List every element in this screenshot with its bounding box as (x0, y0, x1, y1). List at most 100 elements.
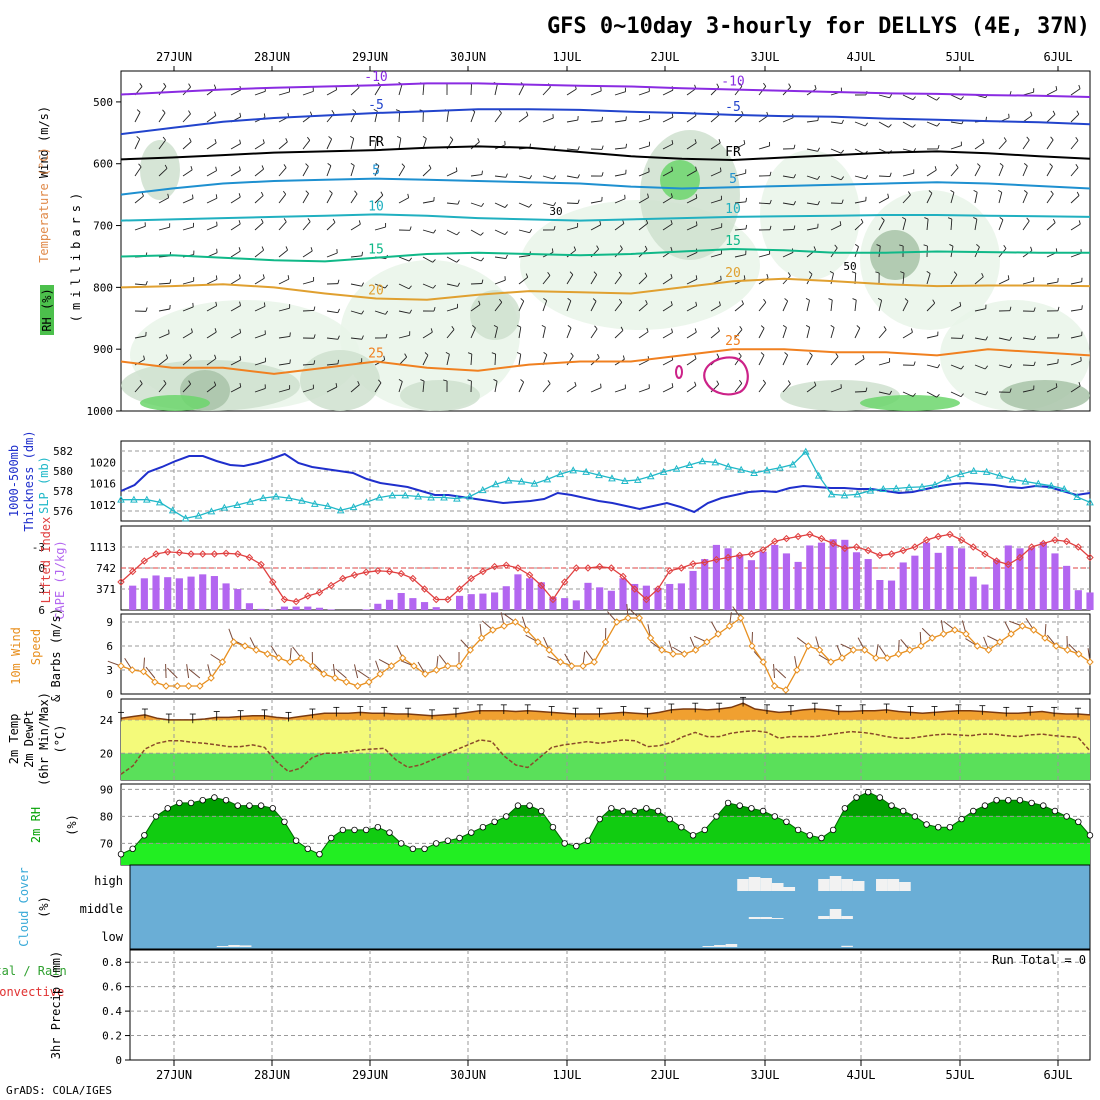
wind-barb-flag (828, 298, 833, 301)
rh-point (304, 845, 311, 852)
wind-barb (710, 253, 722, 258)
slp-point (827, 490, 836, 498)
wind-barb (998, 364, 1010, 369)
cape-bar (1086, 592, 1094, 610)
wind-barb-flag (805, 324, 810, 328)
wind-barb-flag (1007, 275, 1010, 280)
slp-point (285, 494, 293, 502)
rh-point (526, 802, 533, 809)
li-point (269, 578, 277, 586)
pressure-tick-label: 800 (93, 281, 113, 294)
wind-barb-flag (445, 351, 450, 355)
wind-barb-flag (541, 324, 546, 328)
cape-bar (1039, 542, 1047, 610)
wind-barb-flag (529, 175, 533, 180)
wind-barb (662, 277, 673, 285)
wind-barb (638, 197, 649, 204)
wind-barb-flag (350, 162, 355, 166)
wind-barb (854, 222, 864, 231)
wind-barb-flag (328, 136, 332, 140)
ylabel-cloud-pct: (%) (37, 896, 51, 918)
wind-barb-flag (1023, 163, 1028, 167)
wind-barb (374, 165, 380, 177)
wind-barb-flag (1003, 137, 1007, 142)
wind-barb (734, 303, 744, 312)
wind-barb (326, 89, 337, 96)
wind10m-marks: 0 3 6 9 (106, 604, 1094, 701)
cloud-cover-marks: high middle low (80, 874, 911, 947)
wind-barb (230, 143, 241, 150)
wind-speed-point (331, 674, 339, 682)
wind-barb (926, 169, 937, 177)
wind-barb (302, 280, 314, 285)
wind-barb (356, 669, 370, 679)
wind-barb (542, 117, 554, 123)
wind-barb (734, 143, 746, 150)
wind-barb (998, 140, 1007, 150)
cape-bar (234, 589, 242, 610)
rh-point (538, 807, 545, 815)
li-point (1062, 537, 1071, 546)
wind-barb (446, 283, 458, 287)
wind-barb (350, 255, 362, 258)
wind-speed-point (579, 662, 587, 670)
cape-bar (327, 609, 335, 610)
cape-bar (607, 590, 615, 610)
wind-barb (1046, 281, 1058, 285)
wind-barb (902, 121, 913, 128)
rh-point (900, 807, 907, 815)
wind-barb-flag (432, 259, 436, 263)
wind-barb (1046, 139, 1054, 150)
rh-point (783, 818, 790, 825)
wind-barb-flag (282, 190, 287, 195)
wind-barb (830, 148, 842, 154)
wind-speed-point (534, 638, 542, 646)
wind-barb-flag (936, 122, 940, 127)
li-point (385, 567, 394, 576)
wind-barb (494, 202, 506, 208)
rh-point (829, 826, 837, 834)
wind-barb-flag (337, 308, 340, 313)
wind-speed-point (556, 658, 565, 666)
wind-barb-flag (456, 231, 460, 236)
cloud-cell (760, 878, 772, 891)
cape-bar (689, 570, 697, 610)
wind-barb-flag (383, 355, 386, 360)
rh-point (678, 824, 685, 831)
ylabel-slp: SLP (mb) (37, 456, 51, 514)
slp-point (375, 493, 384, 501)
wind-barb (566, 175, 578, 179)
pressure-axis: 500 600 700 800 900 1000 (87, 96, 121, 418)
ylabel-2m-rh: 2m RH (29, 807, 43, 843)
cloud-cell (841, 879, 853, 891)
ylabel-wind: Wind (m/s) (37, 106, 51, 178)
cape-bar (1074, 590, 1082, 610)
date-label-bottom: 27JUN (156, 1068, 192, 1082)
wind-barb (590, 224, 601, 231)
wind-barb (188, 668, 201, 679)
wind-barb (686, 142, 697, 150)
cape-bar (199, 574, 207, 610)
cape-bar (876, 580, 884, 610)
wind-barb-flag (385, 333, 388, 338)
wind-barb-flag (214, 354, 217, 359)
wind-barb-flag (784, 352, 788, 356)
li-tick-label: 0 (38, 562, 45, 575)
wind-barb-flag (283, 164, 287, 168)
wind-speed-point (928, 634, 936, 642)
wind-barb (614, 173, 626, 177)
wind-barb (398, 310, 410, 314)
wind-barb-flag (285, 138, 288, 143)
wind-barb-flag (163, 82, 167, 87)
wind-barb-flag (769, 199, 772, 204)
wind-barb-flag (455, 167, 458, 172)
cape-bar (829, 539, 837, 610)
rh-point (1075, 818, 1082, 825)
wind-barb (518, 175, 530, 180)
wind-speed-point (151, 678, 159, 686)
ylabel-rh: RH (%) (40, 288, 54, 331)
temp2m-marks: 24 20 (100, 696, 1091, 780)
cape-bar (654, 587, 662, 610)
wind-barb (542, 202, 554, 207)
wind-barb (686, 358, 697, 366)
